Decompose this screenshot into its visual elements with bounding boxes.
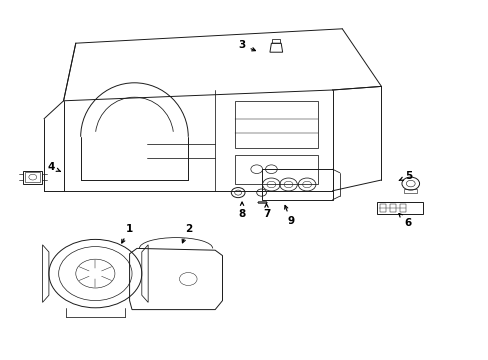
Text: 2: 2 — [182, 224, 191, 243]
Bar — [23, 171, 42, 184]
Bar — [272, 39, 280, 43]
Bar — [234, 155, 317, 184]
Bar — [234, 101, 317, 148]
Text: 4: 4 — [47, 162, 61, 172]
Bar — [399, 204, 405, 212]
Bar — [261, 169, 332, 200]
Bar — [380, 204, 386, 212]
Text: 5: 5 — [398, 171, 411, 181]
Text: 3: 3 — [238, 40, 255, 51]
Text: 7: 7 — [262, 203, 270, 219]
Text: 8: 8 — [238, 202, 245, 219]
Bar — [376, 202, 422, 214]
Text: 1: 1 — [122, 224, 133, 243]
Bar — [404, 189, 416, 193]
Text: 9: 9 — [284, 206, 294, 226]
Bar — [257, 201, 265, 203]
Text: 6: 6 — [398, 213, 411, 228]
Bar — [389, 204, 395, 212]
Bar — [25, 172, 40, 182]
